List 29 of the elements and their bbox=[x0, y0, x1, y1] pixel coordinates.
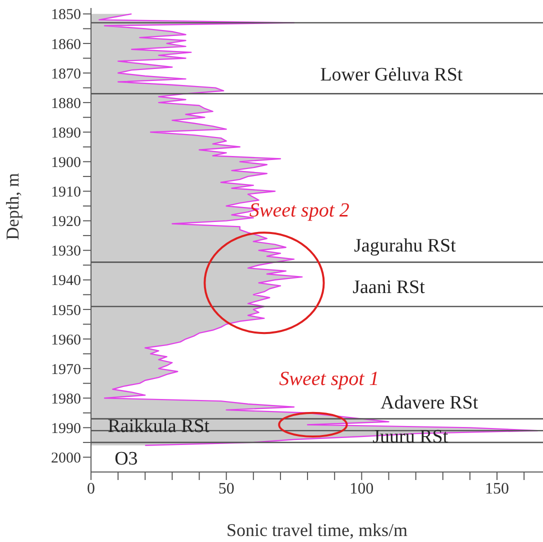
y-tick-label: 1860 bbox=[51, 36, 81, 53]
y-tick-label: 1870 bbox=[51, 66, 81, 82]
y-axis-title: Depth, m bbox=[2, 173, 22, 240]
y-tick-label: 1940 bbox=[51, 273, 81, 290]
y-tick-label: 1890 bbox=[51, 125, 81, 142]
y-tick-label: 1910 bbox=[51, 184, 81, 201]
annotation: Jaani RSt bbox=[352, 277, 426, 298]
y-tick-label: 1950 bbox=[51, 302, 81, 319]
annotation: Sweet spot 2 bbox=[249, 200, 350, 222]
annotation: Jagurahu RSt bbox=[354, 236, 457, 257]
x-tick-label: 0 bbox=[87, 480, 95, 498]
annotation: Sweet spot 1 bbox=[279, 368, 380, 390]
y-tick-label: 1900 bbox=[51, 155, 81, 172]
y-tick-label: 1930 bbox=[51, 244, 81, 260]
y-tick-label: 1970 bbox=[51, 362, 81, 378]
annotation: Lower Gėluva RSt bbox=[320, 64, 464, 86]
y-tick-label: 2000 bbox=[51, 450, 81, 467]
x-tick-label: 150 bbox=[484, 480, 509, 498]
annotation: Adavere RSt bbox=[380, 392, 479, 414]
y-tick-label: 1880 bbox=[51, 96, 81, 112]
y-tick-label: 1850 bbox=[51, 7, 81, 24]
y-tick-label: 1960 bbox=[51, 332, 81, 348]
y-tick-label: 1920 bbox=[51, 214, 81, 230]
y-tick-label: 1990 bbox=[51, 420, 81, 437]
x-tick-label: 100 bbox=[350, 480, 374, 498]
x-tick-label: 50 bbox=[218, 480, 234, 498]
y-tick-label: 1980 bbox=[51, 391, 81, 408]
x-axis-title: Sonic travel time, mks/m bbox=[226, 520, 408, 540]
annotation: O3 bbox=[114, 448, 138, 470]
